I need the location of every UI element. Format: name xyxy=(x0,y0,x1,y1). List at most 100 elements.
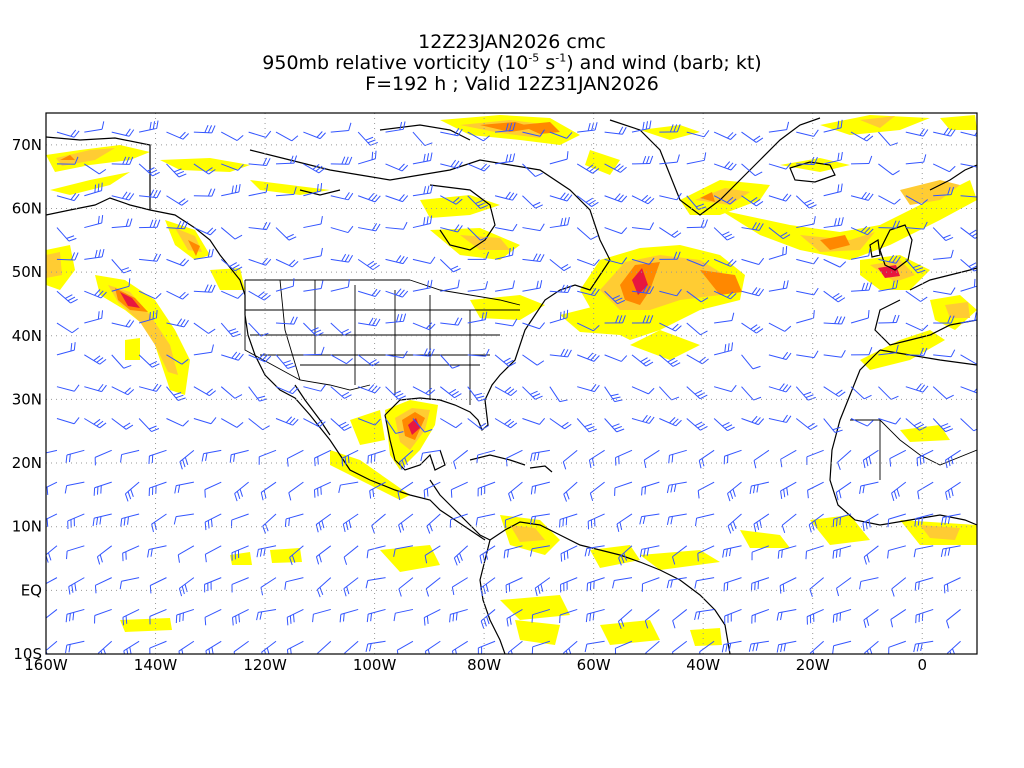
wind-barb xyxy=(795,195,817,209)
lat-label: EQ xyxy=(21,581,42,599)
wind-barb xyxy=(365,640,386,652)
wind-barb xyxy=(204,481,222,498)
wind-barb xyxy=(166,318,189,328)
wind-barb xyxy=(260,577,277,596)
wind-barb xyxy=(891,481,907,501)
wind-barb xyxy=(563,640,578,654)
wind-barb xyxy=(631,315,654,324)
wind-barb xyxy=(587,513,605,530)
wind-barb xyxy=(339,608,359,623)
wind-barb xyxy=(440,279,460,292)
wind-barb xyxy=(193,188,216,197)
wind-barb xyxy=(330,253,354,263)
wind-barb xyxy=(231,513,249,529)
wind-barb xyxy=(286,449,304,467)
wind-barb xyxy=(721,640,742,653)
wind-barb xyxy=(494,318,518,327)
wind-barb xyxy=(260,481,277,501)
wind-barb xyxy=(467,163,491,172)
wind-barb xyxy=(713,290,737,300)
wind-barb xyxy=(275,354,296,369)
wind-barb xyxy=(905,418,927,431)
wind-barb xyxy=(727,481,742,502)
wind-barb xyxy=(122,545,140,562)
wind-barb xyxy=(777,545,797,559)
wind-barb xyxy=(932,386,954,400)
wind-barb xyxy=(753,513,770,532)
wind-barb xyxy=(741,257,765,266)
wind-barb xyxy=(604,354,628,362)
wind-barb xyxy=(96,545,113,565)
wind-barb xyxy=(248,221,271,231)
wind-barb xyxy=(275,386,299,395)
wind-barb xyxy=(56,192,80,202)
wind-barb xyxy=(889,449,907,467)
coastlines xyxy=(46,117,977,654)
wind-barb xyxy=(46,609,58,619)
wind-barb xyxy=(768,280,789,292)
wind-barb xyxy=(796,257,819,265)
wind-barb xyxy=(741,195,764,207)
wind-barb xyxy=(796,129,819,137)
lat-label: 20N xyxy=(12,454,42,472)
wind-barb xyxy=(229,449,249,463)
wind-barb xyxy=(204,545,222,563)
wind-barb xyxy=(940,513,961,526)
wind-barb xyxy=(522,417,546,425)
wind-barb xyxy=(522,223,545,232)
wind-barb xyxy=(878,386,899,400)
wind-barb xyxy=(397,481,414,501)
wind-barb xyxy=(932,418,954,433)
wind-barb xyxy=(221,163,244,171)
wind-barb xyxy=(859,577,879,590)
wind-barb xyxy=(94,449,112,466)
wind-barb xyxy=(588,449,605,468)
wind-barb xyxy=(933,249,954,260)
wind-barb xyxy=(659,227,682,238)
wind-barb xyxy=(330,418,352,431)
wind-barb xyxy=(776,608,797,621)
wind-barb xyxy=(330,122,352,133)
wind-barb xyxy=(753,449,770,469)
wind-barb xyxy=(120,449,140,463)
wind-barb xyxy=(330,386,352,399)
wind-barb xyxy=(316,640,332,654)
wind-barb xyxy=(563,481,578,502)
wind-barb xyxy=(639,513,660,525)
wind-barb xyxy=(204,577,222,593)
wind-barb xyxy=(343,545,359,565)
title-line-1: 12Z23JAN2026 cmc xyxy=(418,31,606,53)
wind-barb xyxy=(425,577,441,597)
wind-barb xyxy=(589,481,605,501)
wind-barb xyxy=(522,253,545,262)
wind-barb xyxy=(604,163,627,173)
wind-barb xyxy=(193,163,216,175)
wind-barb xyxy=(65,608,85,623)
wind-barb xyxy=(727,513,742,534)
wind-barb xyxy=(248,386,268,402)
wind-barb xyxy=(480,577,496,597)
wind-barb xyxy=(303,163,326,174)
wind-barb xyxy=(193,322,216,334)
wind-barb xyxy=(960,195,977,198)
wind-barb xyxy=(586,577,605,592)
wind-barb xyxy=(494,191,518,201)
wind-barb xyxy=(231,545,249,561)
wind-barb xyxy=(138,354,160,368)
wind-barb xyxy=(751,545,770,561)
wind-barb xyxy=(148,481,167,497)
wind-barb xyxy=(534,577,551,596)
lon-label: 80W xyxy=(467,656,501,674)
wind-barb xyxy=(795,386,816,401)
wind-barb xyxy=(864,640,879,654)
wind-barb xyxy=(66,545,85,560)
wind-barb xyxy=(946,640,961,654)
wind-barb xyxy=(412,256,436,264)
vorticity-shading xyxy=(46,115,977,646)
wind-barb xyxy=(467,418,490,431)
wind-barb xyxy=(56,156,79,165)
wind-barb xyxy=(577,352,600,362)
wind-barb xyxy=(221,184,241,197)
wind-barb xyxy=(412,322,436,331)
wind-barb xyxy=(439,354,460,369)
